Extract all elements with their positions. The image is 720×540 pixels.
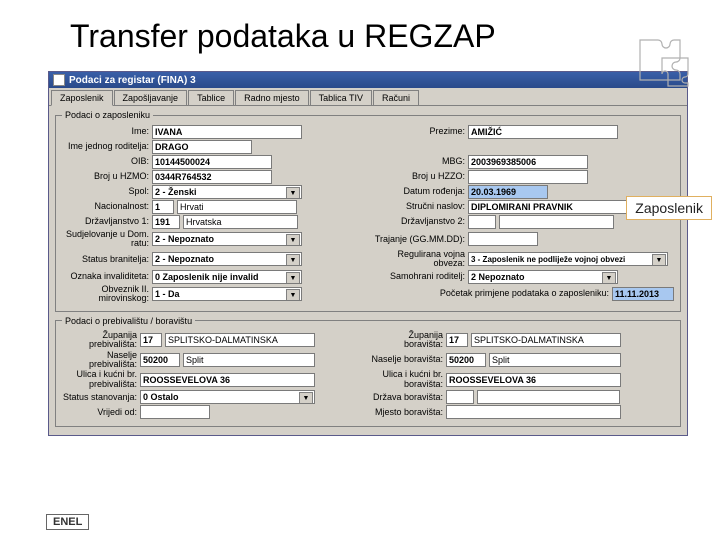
field-nacionalnost-text: Hrvati [177,200,297,214]
section-prebivaliste-legend: Podaci o prebivalištu / boravištu [62,316,195,326]
field-mjesto-bor[interactable] [446,405,621,419]
document-icon [53,74,65,86]
label-broj-hzmo: Broj u HZMO: [62,172,152,181]
label-drzavljanstvo1: Državljanstvo 1: [62,217,152,226]
field-drzava-bor-text [477,390,620,404]
field-drzavljanstvo2-code[interactable] [468,215,496,229]
slide-title: Transfer podataka u REGZAP [0,0,720,63]
field-oib[interactable]: 10144500024 [152,155,272,169]
label-nacionalnost: Nacionalnost: [62,202,152,211]
tab-zaposljavanje[interactable]: Zapošljavanje [114,90,188,105]
label-broj-hzzo: Broj u HZZO: [368,172,468,181]
field-nas-bor-text: Split [489,353,621,367]
field-sudj-dom-rat[interactable]: 2 - Nepoznato [152,232,302,246]
label-ulica-bor: Ulica i kućni br. boravišta: [368,370,446,389]
field-zup-preb-text: SPLITSKO-DALMATINSKA [165,333,315,347]
label-mbg: MBG: [368,157,468,166]
label-vrijedi-od: Vrijedi od: [62,408,140,417]
window-title-text: Podaci za registar (FINA) 3 [69,75,196,86]
field-spol[interactable]: 2 - Ženski [152,185,302,199]
field-zup-bor-text: SPLITSKO-DALMATINSKA [471,333,621,347]
tab-strip: Zaposlenik Zapošljavanje Tablice Radno m… [49,88,687,106]
label-ime: Ime: [62,127,152,136]
field-nas-preb-code[interactable]: 50200 [140,353,180,367]
label-nas-bor: Naselje boravišta: [368,355,446,364]
field-ime[interactable]: IVANA [152,125,302,139]
label-oib: OIB: [62,157,152,166]
label-obveznik-mir: Obveznik II. mirovinskog: [62,285,152,304]
field-status-branitelja[interactable]: 2 - Nepoznato [152,252,302,266]
field-drzavljanstvo1-code[interactable]: 191 [152,215,180,229]
field-ulica-preb[interactable]: ROOSSEVELOVA 36 [140,373,315,387]
label-ime-roditelja: Ime jednog roditelja: [62,142,152,151]
app-window: Podaci za registar (FINA) 3 Zaposlenik Z… [48,71,688,436]
tab-zaposlenik[interactable]: Zaposlenik [51,90,113,106]
puzzle-decoration [630,30,690,90]
enel-logo: ENEL [46,514,89,530]
section-prebivaliste: Podaci o prebivalištu / boravištu Župani… [55,316,681,428]
label-zup-preb: Županija prebivališta: [62,331,140,350]
label-oznaka-invalid: Oznaka invaliditeta: [62,272,152,281]
field-vojna-obveza[interactable]: 3 - Zaposlenik ne podliježe vojnoj obvez… [468,252,668,266]
field-mbg[interactable]: 2003969385006 [468,155,588,169]
field-broj-hzmo[interactable]: 0344R764532 [152,170,272,184]
field-drzava-bor-code[interactable] [446,390,474,404]
label-status-branitelja: Status branitelja: [62,255,152,264]
tab-tablice[interactable]: Tablice [188,90,234,105]
section-zaposlenik-legend: Podaci o zaposleniku [62,110,153,120]
field-zup-preb-code[interactable]: 17 [140,333,162,347]
field-datum-rodjenja[interactable]: 20.03.1969 [468,185,548,199]
field-oznaka-invalid[interactable]: 0 Zaposlenik nije invalid [152,270,302,284]
field-trajanje[interactable] [468,232,538,246]
field-drzavljanstvo1-text: Hrvatska [183,215,298,229]
label-drzavljanstvo2: Državljanstvo 2: [368,217,468,226]
field-pocetak-primjene[interactable]: 11.11.2013 [612,287,674,301]
field-ime-roditelja[interactable]: DRAGO [152,140,252,154]
label-strucni-naslov: Stručni naslov: [368,202,468,211]
window-titlebar[interactable]: Podaci za registar (FINA) 3 [49,72,687,88]
field-zup-bor-code[interactable]: 17 [446,333,468,347]
field-status-stan[interactable]: 0 Ostalo [140,390,315,404]
label-sudj-dom-rat: Sudjelovanje u Dom. ratu: [62,230,152,249]
field-drzavljanstvo2-text [499,215,614,229]
field-broj-hzzo[interactable] [468,170,588,184]
label-spol: Spol: [62,187,152,196]
label-mjesto-bor: Mjesto boravišta: [368,408,446,417]
form-body: Podaci o zaposleniku Ime: IVANA Prezime:… [49,106,687,435]
field-vrijedi-od[interactable] [140,405,210,419]
label-status-stan: Status stanovanja: [62,393,140,402]
label-pocetak-primjene: Početak primjene podataka o zaposleniku: [422,289,612,298]
tab-radno-mjesto[interactable]: Radno mjesto [235,90,309,105]
label-ulica-preb: Ulica i kućni br. prebivališta: [62,370,140,389]
tab-racuni[interactable]: Računi [373,90,419,105]
field-obveznik-mir[interactable]: 1 - Da [152,287,302,301]
bottom-white-cover [0,506,720,540]
label-vojna-obveza: Regulirana vojna obveza: [368,250,468,269]
label-prezime: Prezime: [368,127,468,136]
tab-tablica-tiv[interactable]: Tablica TIV [310,90,372,105]
field-nas-bor-code[interactable]: 50200 [446,353,486,367]
label-nas-preb: Naselje prebivališta: [62,351,140,370]
label-zup-bor: Županija boravišta: [368,331,446,350]
field-nas-preb-text: Split [183,353,315,367]
field-ulica-bor[interactable]: ROOSSEVELOVA 36 [446,373,621,387]
section-zaposlenik: Podaci o zaposleniku Ime: IVANA Prezime:… [55,110,681,312]
label-trajanje: Trajanje (GG.MM.DD): [368,235,468,244]
field-prezime[interactable]: AMIŽIĆ [468,125,618,139]
field-strucni-naslov[interactable]: DIPLOMIRANI PRAVNIK [468,200,628,214]
field-nacionalnost-code[interactable]: 1 [152,200,174,214]
callout-zaposlenik: Zaposlenik [626,196,712,220]
label-samohrani: Samohrani roditelj: [368,272,468,281]
label-datum-rodjenja: Datum rođenja: [368,187,468,196]
field-samohrani[interactable]: 2 Nepoznato [468,270,618,284]
label-drzava-bor: Država boravišta: [368,393,446,402]
